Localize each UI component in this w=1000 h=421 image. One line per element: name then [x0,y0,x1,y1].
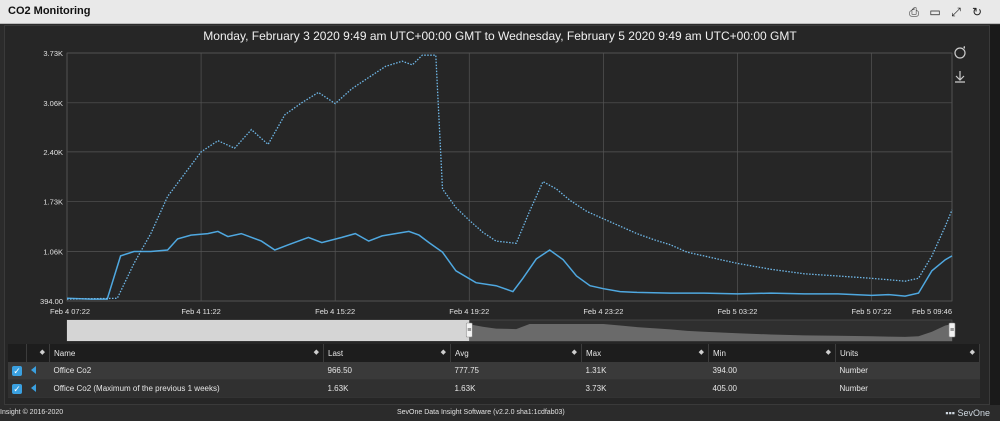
cell-last: 1.63K [323,379,451,398]
y-tick-label: 1.06K [43,247,63,256]
navigator-handle [465,322,473,338]
table-row: ✓ Office Co2 966.50 777.75 1.31K 394.00 … [8,362,980,380]
y-tick-label: 394.00 [40,297,63,306]
sort-icon: ◆ [313,349,319,356]
checkbox-checked-icon: ✓ [12,383,22,394]
footer-version: SevOne Data Insight Software (v2.2.0 sha… [397,409,565,416]
sort-icon: ◆ [825,349,831,356]
cell-last: 966.50 [323,362,451,380]
select-column-header [8,344,27,362]
checkbox-checked-icon: ✓ [12,365,22,376]
expand-arrows-icon[interactable]: ⤢ [951,5,961,19]
x-tick-label: Feb 4 07:22 [50,307,90,316]
cell-max: 1.31K [581,362,709,380]
series-color-triangle-icon [30,383,36,392]
x-tick-label: Feb 4 23:22 [583,307,623,316]
table-header-row: ◆ Name ◆ Last ◆ Avg ◆ Max ◆ Min ◆ Units ◆ [8,344,980,362]
series-color-triangle-icon [30,365,36,374]
window-icon[interactable]: ▭ [929,5,941,19]
column-header-avg[interactable]: Avg ◆ [450,344,582,362]
chart-download-icon[interactable] [955,71,965,83]
cell-min: 405.00 [708,379,836,398]
chart-grid [66,52,953,302]
co2-line-chart: 394.00 1.06K 1.73K 2.40K 3.06K 3.73K Feb 4 07:… [40,46,966,342]
y-tick-label: 3.06K [43,99,63,108]
sort-icon: ◆ [39,349,45,356]
cell-min: 394.00 [708,362,836,380]
x-tick-label: Feb 4 15:22 [315,307,355,316]
cell-name: Office Co2 [49,362,324,380]
footer-copyright: Insight © 2016-2020 [0,409,64,416]
table-row: ✓ Office Co2 (Maximum of the previous 1 … [8,379,980,398]
sort-icon: ◆ [969,349,975,356]
y-tick-label: 1.73K [43,198,63,207]
cell-units: Number [835,379,980,398]
chart-axes: 394.00 1.06K 1.73K 2.40K 3.06K 3.73K Feb 4 07:… [40,49,952,316]
chart-title: Monday, February 3 2020 9:49 am UTC+00:0… [203,29,797,43]
navigator-handle [948,322,956,338]
series-color-marker [26,379,50,398]
range-navigator[interactable]: ≡ ≡ [66,319,956,342]
row-checkbox[interactable]: ✓ [8,362,27,380]
plot-area [66,52,953,302]
series-line-1 [66,230,953,300]
cell-units: Number [835,362,980,380]
navigator-unselected-mask [67,320,470,341]
y-tick-label: 3.73K [43,49,63,58]
cell-max: 3.73K [581,379,709,398]
navigator-handle-grip: ≡ [467,327,471,334]
x-tick-label: Feb 4 19:22 [449,307,489,316]
y-tick-label: 2.40K [43,148,63,157]
cell-avg: 1.63K [450,379,582,398]
refresh-icon[interactable]: ↻ [971,5,983,19]
x-tick-label: Feb 5 09:46 [912,307,952,316]
column-header-max[interactable]: Max ◆ [581,344,709,362]
x-tick-label: Feb 5 07:22 [852,307,892,316]
sort-icon: ◆ [571,349,577,356]
print-icon[interactable]: ⎙ [909,5,919,19]
column-header-last[interactable]: Last ◆ [323,344,451,362]
cell-avg: 777.75 [450,362,582,380]
series-line-2 [66,54,953,300]
series-summary-table: ◆ Name ◆ Last ◆ Avg ◆ Max ◆ Min ◆ Units ◆ ✓ Of… [8,344,980,398]
toggle-column-header[interactable]: ◆ [26,344,50,362]
chart-refresh-icon[interactable] [954,46,966,59]
sort-icon: ◆ [698,349,704,356]
row-checkbox[interactable]: ✓ [8,379,27,398]
column-header-name[interactable]: Name ◆ [49,344,324,362]
x-tick-label: Feb 4 11:22 [181,307,220,316]
window-title: CO2 Monitoring [8,5,91,17]
sort-icon: ◆ [440,349,446,356]
app-footer: Insight © 2016-2020 SevOne Data Insight … [0,405,1000,421]
cell-name: Office Co2 (Maximum of the previous 1 we… [49,379,324,398]
sevone-logo: ▪▪▪ SevOne [945,408,990,418]
series-color-marker [26,362,50,380]
chart-series [66,54,953,300]
navigator-area [469,324,952,341]
scroll-rail[interactable] [990,25,1000,421]
column-header-units[interactable]: Units ◆ [835,344,980,362]
x-tick-label: Feb 5 03:22 [717,307,757,316]
window-titlebar: CO2 Monitoring ⎙ ▭ ⤢ ↻ [0,0,1000,24]
navigator-handle-grip: ≡ [950,327,954,334]
column-header-min[interactable]: Min ◆ [708,344,836,362]
